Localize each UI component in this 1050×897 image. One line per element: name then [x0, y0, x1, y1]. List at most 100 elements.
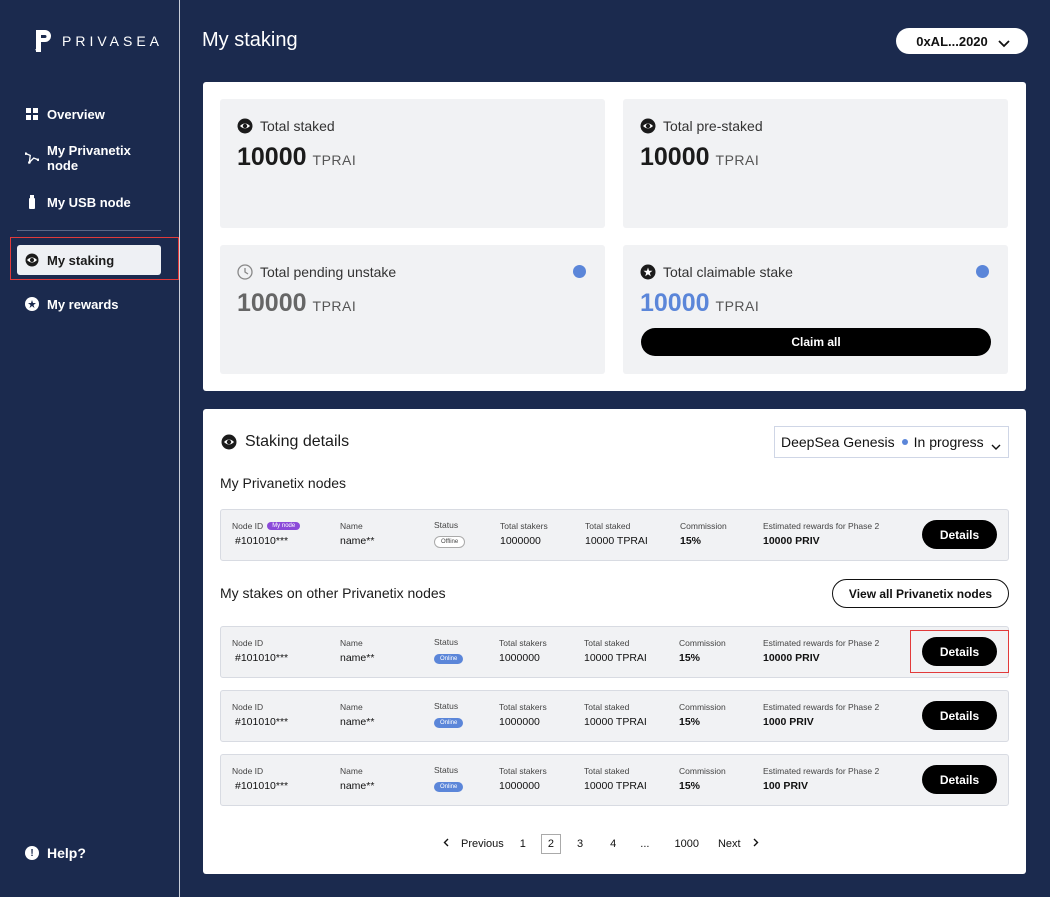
total-stakers: 1000000 — [499, 780, 540, 792]
eye-icon — [221, 434, 237, 450]
total-stakers: 1000000 — [500, 535, 541, 547]
details-button[interactable]: Details — [922, 520, 997, 549]
status-dot — [901, 439, 908, 445]
node-id: #101010*** — [235, 535, 289, 547]
sidebar-item-label: My rewards — [47, 296, 119, 312]
col-label: Node ID — [232, 702, 264, 712]
col-label: Name — [340, 638, 363, 648]
view-all-nodes-button[interactable]: View all Privanetix nodes — [832, 579, 1009, 608]
wallet-address: 0xAL...2020 — [916, 33, 988, 49]
col-label: Total stakers — [499, 766, 547, 776]
col-label: Commission — [680, 521, 727, 531]
sidebar-item-privanetix-node[interactable]: My Privanetix node — [17, 143, 161, 173]
col-label: Total staked — [584, 702, 630, 712]
sidebar-item-overview[interactable]: Overview — [17, 99, 161, 129]
node-name: name** — [340, 535, 375, 547]
previous-button[interactable]: Previous — [461, 838, 504, 850]
sidebar-item-staking[interactable]: My staking — [17, 245, 161, 275]
info-icon[interactable] — [573, 265, 586, 278]
chevron-right-icon[interactable] — [753, 838, 759, 850]
card-value: 10000 — [640, 289, 710, 317]
col-label: Node ID — [232, 638, 264, 648]
page-3[interactable]: 3 — [577, 838, 584, 850]
table-row: Node ID #101010*** Name name** Status On… — [220, 690, 1009, 742]
col-label: Name — [340, 521, 363, 531]
logo-text: PRIVASEA — [62, 33, 163, 49]
card-value: 10000 — [640, 143, 710, 171]
col-label: Status — [434, 520, 459, 530]
estimated-rewards: 1000 PRIV — [763, 716, 814, 728]
estimated-rewards: 10000 PRIV — [763, 652, 820, 664]
card-unit: TPRAI — [715, 298, 760, 314]
wallet-button[interactable]: 0xAL...2020 — [896, 28, 1028, 54]
col-label: Status — [434, 765, 459, 775]
col-label: Commission — [679, 702, 726, 712]
details-button[interactable]: Details — [922, 765, 997, 794]
card-title: Total pending unstake — [260, 264, 397, 280]
col-label: Total stakers — [500, 521, 548, 531]
col-label: Name — [340, 766, 363, 776]
grid-icon — [25, 107, 39, 121]
page-title: My staking — [202, 29, 298, 51]
col-label: Commission — [679, 638, 726, 648]
info-icon[interactable] — [976, 265, 989, 278]
card-unit: TPRAI — [715, 152, 760, 168]
eye-icon — [237, 118, 253, 134]
pagination: Previous 1 2 3 4 ... 1000 Next — [443, 834, 759, 854]
my-nodes-title: My Privanetix nodes — [220, 475, 347, 491]
help-link[interactable]: ! Help? — [25, 845, 86, 861]
info-icon: ! — [25, 846, 39, 860]
sidebar: PRIVASEA Overview My Privanetix node My … — [0, 0, 180, 897]
usb-icon — [25, 195, 39, 209]
sidebar-item-rewards[interactable]: My rewards — [17, 289, 161, 319]
col-label: Total stakers — [499, 702, 547, 712]
sidebar-item-label: Overview — [47, 106, 105, 122]
col-label: Status — [434, 701, 459, 711]
node-id: #101010*** — [235, 780, 289, 792]
other-nodes-title: My stakes on other Privanetix nodes — [220, 585, 446, 601]
card-total-claimable-stake: Total claimable stake 10000 TPRAI Claim … — [623, 245, 1008, 374]
col-label: Estimated rewards for Phase 2 — [763, 702, 880, 712]
chevron-down-icon — [998, 36, 1010, 48]
my-node-badge: My node — [267, 522, 301, 530]
total-stakers: 1000000 — [499, 716, 540, 728]
details-button[interactable]: Details — [922, 701, 997, 730]
star-icon — [640, 264, 656, 280]
card-title: Total staked — [260, 118, 335, 134]
card-value: 10000 — [237, 143, 307, 171]
card-title: Total claimable stake — [663, 264, 793, 280]
col-label: Estimated rewards for Phase 2 — [763, 638, 880, 648]
logo[interactable]: PRIVASEA — [34, 28, 163, 54]
eye-icon — [640, 118, 656, 134]
col-label: Total stakers — [499, 638, 547, 648]
clock-icon — [237, 264, 253, 280]
page-1000[interactable]: 1000 — [674, 838, 699, 850]
section-title: Staking details — [245, 433, 350, 450]
staking-details-panel: Staking details DeepSea Genesis In progr… — [203, 409, 1026, 874]
next-button[interactable]: Next — [717, 838, 741, 850]
commission: 15% — [679, 780, 701, 792]
col-label: Estimated rewards for Phase 2 — [763, 766, 880, 776]
estimated-rewards: 10000 PRIV — [763, 535, 820, 547]
eye-icon — [25, 253, 39, 267]
status-badge: Offline — [434, 536, 466, 548]
phase-status: In progress — [913, 434, 984, 450]
claim-all-button[interactable]: Claim all — [641, 328, 991, 356]
commission: 15% — [679, 652, 701, 664]
col-label: Total staked — [585, 521, 631, 531]
commission: 15% — [680, 535, 702, 547]
divider — [17, 230, 161, 231]
chevron-left-icon[interactable] — [443, 838, 449, 850]
details-button[interactable]: Details — [922, 637, 997, 666]
table-row: Node ID #101010*** Name name** Status On… — [220, 626, 1009, 678]
node-name: name** — [340, 780, 375, 792]
node-id: #101010*** — [235, 716, 289, 728]
help-label: Help? — [47, 845, 86, 861]
chevron-down-icon — [991, 438, 1001, 450]
col-label: Node ID — [232, 521, 264, 531]
phase-select[interactable]: DeepSea Genesis In progress — [774, 426, 1009, 458]
sidebar-item-usb-node[interactable]: My USB node — [17, 187, 161, 217]
page-1[interactable]: 1 — [519, 838, 526, 850]
page-4[interactable]: 4 — [610, 838, 617, 850]
page-current[interactable]: 2 — [540, 834, 562, 854]
